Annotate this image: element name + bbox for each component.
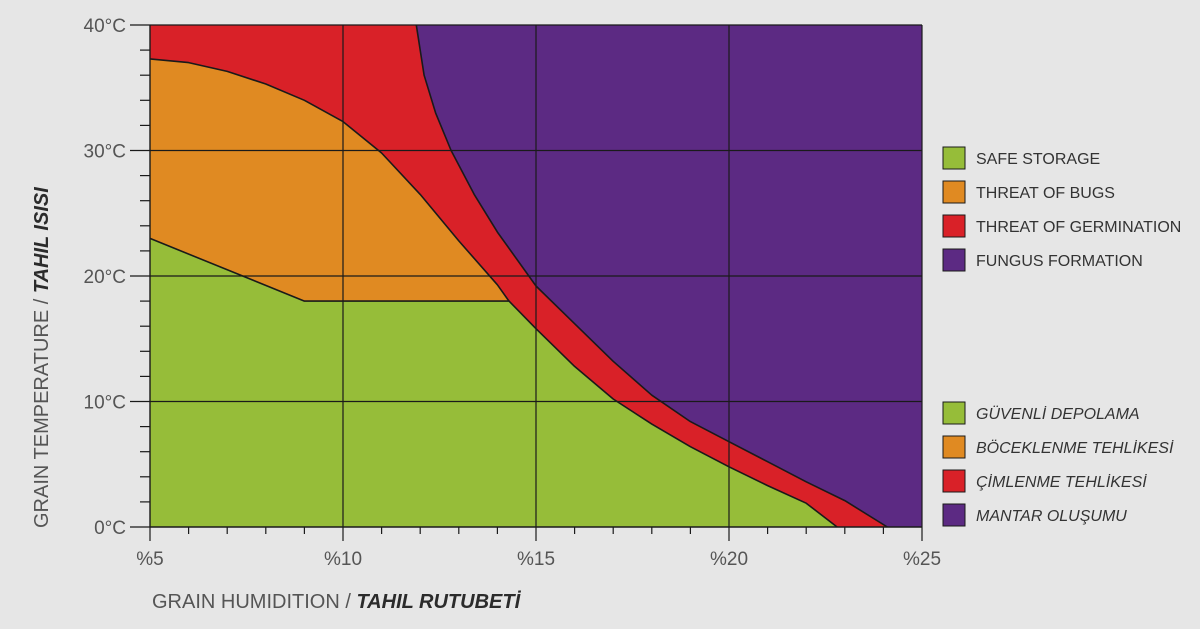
legend-tr-threat-of-germination-swatch bbox=[942, 469, 966, 493]
legend-tr-safe-storage-swatch bbox=[942, 401, 966, 425]
legend-fungus-formation-label: FUNGUS FORMATION bbox=[976, 253, 1143, 270]
x-tick-label: %10 bbox=[324, 549, 362, 570]
area-threat-of-bugs bbox=[150, 58, 509, 302]
legend-threat-of-germination-swatch bbox=[942, 214, 966, 238]
x-axis-title-tr: TAHIL RUTUBETİ bbox=[356, 590, 521, 613]
y-tick-label: 20°C bbox=[84, 267, 126, 288]
legend-fungus-formation-swatch bbox=[942, 248, 966, 272]
x-tick-label: %20 bbox=[710, 549, 748, 570]
x-tick-label: %5 bbox=[136, 549, 163, 570]
boundary-bugs bbox=[149, 58, 510, 302]
y-tick-label: 40°C bbox=[84, 16, 126, 37]
x-axis-title-en: GRAIN HUMIDITION / bbox=[152, 591, 356, 613]
chart-axes bbox=[130, 24, 923, 541]
y-tick-label: 0°C bbox=[94, 518, 126, 539]
legend-threat-of-bugs-label: THREAT OF BUGS bbox=[976, 185, 1115, 202]
x-tick-label: %25 bbox=[903, 549, 941, 570]
y-axis-title-en: GRAIN TEMPERATURE / bbox=[31, 293, 53, 528]
boundary-germination bbox=[415, 24, 888, 528]
x-axis-title: GRAIN HUMIDITION / TAHIL RUTUBETİ bbox=[152, 590, 522, 613]
legend-tr-threat-of-bugs-swatch bbox=[942, 435, 966, 459]
legend-tr-safe-storage-label: GÜVENLİ DEPOLAMA bbox=[976, 404, 1140, 423]
chart-tick-labels: %5 %10 %15 %20 %25 0°C 10°C 20°C 30°C 40°C bbox=[84, 16, 941, 570]
y-tick-label: 10°C bbox=[84, 393, 126, 414]
y-axis-title: GRAIN TEMPERATURE / TAHIL ISISI bbox=[31, 187, 53, 528]
legend-tr-threat-of-germination-label: ÇİMLENME TEHLİKESİ bbox=[976, 472, 1147, 491]
legend: SAFE STORAGE THREAT OF BUGS THREAT OF GERM… bbox=[942, 146, 1181, 527]
legend-threat-of-germination-label: THREAT OF GERMINATION bbox=[976, 219, 1181, 236]
boundary-safe bbox=[149, 237, 838, 528]
legend-tr-fungus-formation-swatch bbox=[942, 503, 966, 527]
legend-safe-storage-swatch bbox=[942, 146, 966, 170]
legend-safe-storage-label: SAFE STORAGE bbox=[976, 151, 1100, 168]
y-axis-title-tr: TAHIL ISISI bbox=[31, 187, 53, 293]
legend-tr-fungus-formation-label: MANTAR OLUŞUMU bbox=[976, 508, 1127, 525]
chart-boundaries bbox=[149, 24, 888, 528]
chart-grid bbox=[150, 24, 923, 527]
legend-tr-threat-of-bugs-label: BÖCEKLENME TEHLİKESİ bbox=[976, 438, 1174, 457]
legend-threat-of-bugs-swatch bbox=[942, 180, 966, 204]
area-safe-storage bbox=[150, 238, 838, 527]
y-tick-label: 30°C bbox=[84, 142, 126, 163]
x-tick-label: %15 bbox=[517, 549, 555, 570]
